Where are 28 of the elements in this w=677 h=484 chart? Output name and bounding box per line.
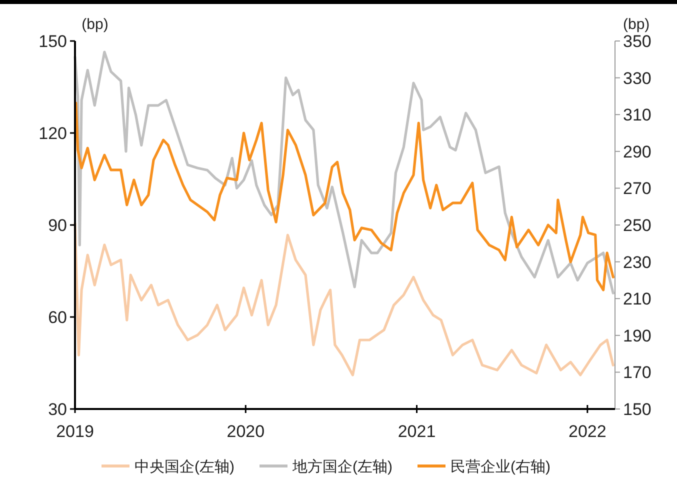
y-tick-label: 60 bbox=[48, 308, 67, 327]
y2-tick-label: 310 bbox=[623, 106, 652, 125]
y2-tick-label: 250 bbox=[623, 216, 652, 235]
y-tick-label: 90 bbox=[48, 216, 67, 235]
y-axis-title: (bp) bbox=[82, 16, 108, 33]
line-series bbox=[74, 50, 614, 294]
x-tick-label: 2019 bbox=[56, 422, 94, 441]
y2-tick-label: 170 bbox=[623, 363, 652, 382]
x-tick-label: 2022 bbox=[568, 422, 606, 441]
y2-tick-label: 330 bbox=[623, 68, 652, 88]
line-series bbox=[74, 102, 614, 292]
y2-tick-label: 190 bbox=[623, 326, 652, 346]
y2-tick-label: 290 bbox=[623, 142, 652, 162]
y2-tick-label: 210 bbox=[623, 290, 652, 309]
legend-label: 民营企业(右轴) bbox=[450, 458, 550, 476]
x-tick-label: 2020 bbox=[226, 422, 265, 441]
y2-tick-label: 150 bbox=[623, 400, 652, 419]
y2-tick-label: 270 bbox=[623, 179, 652, 198]
x-tick-label: 2021 bbox=[398, 422, 436, 441]
y2-axis-title: (bp) bbox=[623, 16, 650, 33]
line-series bbox=[74, 222, 614, 376]
y-tick-label: 150 bbox=[38, 32, 67, 51]
legend-label: 地方国企(左轴) bbox=[292, 458, 392, 476]
y2-tick-label: 230 bbox=[623, 252, 652, 272]
y-tick-label: 120 bbox=[38, 124, 67, 143]
y2-tick-label: 350 bbox=[623, 32, 652, 51]
y-tick-label: 30 bbox=[48, 400, 67, 419]
legend-label: 中央国企(左轴) bbox=[134, 458, 234, 476]
